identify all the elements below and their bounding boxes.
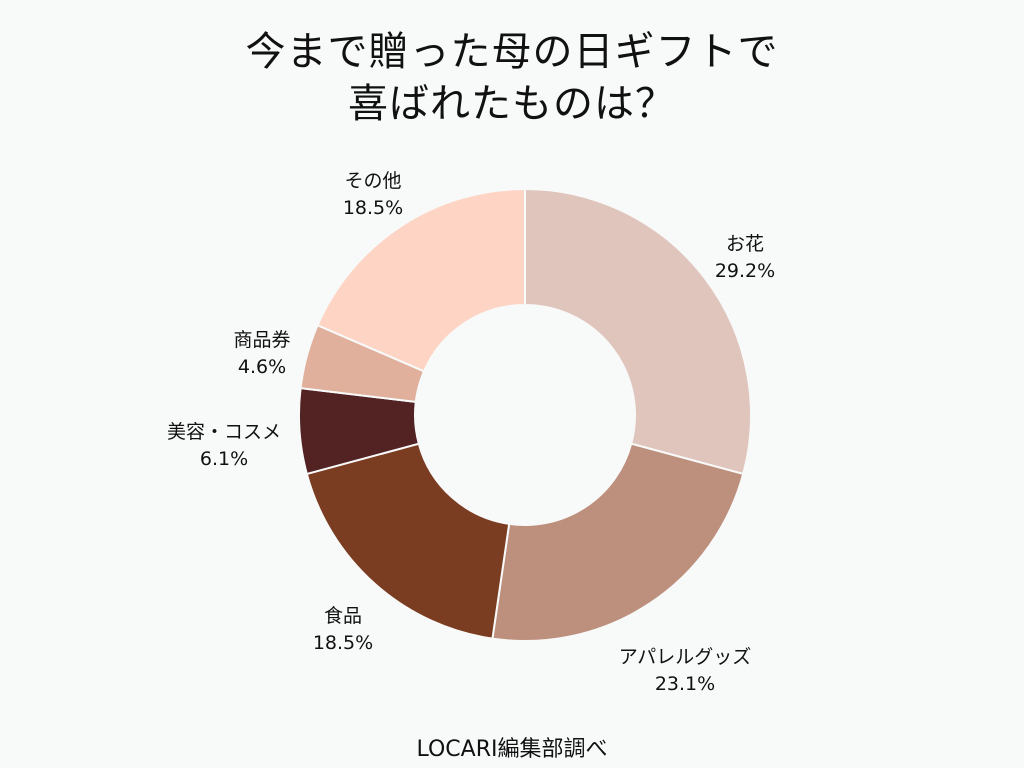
- source-note: LOCARI編集部調べ: [416, 737, 608, 762]
- slice-value-2: 23.1%: [655, 673, 715, 695]
- slice-value-3: 18.5%: [313, 632, 373, 654]
- chart-title-line2: 喜ばれたものは？: [348, 81, 676, 127]
- slice-label-6: その他: [344, 170, 401, 192]
- slice-2: [491, 442, 745, 642]
- slice-label-5: 商品券: [233, 329, 290, 351]
- chart-title: 今まで贈った母の日ギフトで 喜ばれたものは？: [0, 26, 1024, 130]
- slice-6: [316, 187, 526, 373]
- chart-title-line1: 今まで贈った母の日ギフトで: [245, 29, 779, 75]
- slice-label-3: 食品: [324, 605, 362, 627]
- slice-value-4: 6.1%: [200, 448, 248, 470]
- slice-value-1: 29.2%: [715, 260, 775, 282]
- slice-value-5: 4.6%: [238, 356, 286, 378]
- slice-value-6: 18.5%: [343, 197, 403, 219]
- slice-3: [305, 442, 511, 640]
- slice-label-4: 美容・コスメ: [167, 421, 281, 443]
- slice-label-1: お花: [726, 233, 764, 255]
- slice-label-2: アパレルグッズ: [619, 646, 752, 668]
- slice-1: [524, 187, 752, 476]
